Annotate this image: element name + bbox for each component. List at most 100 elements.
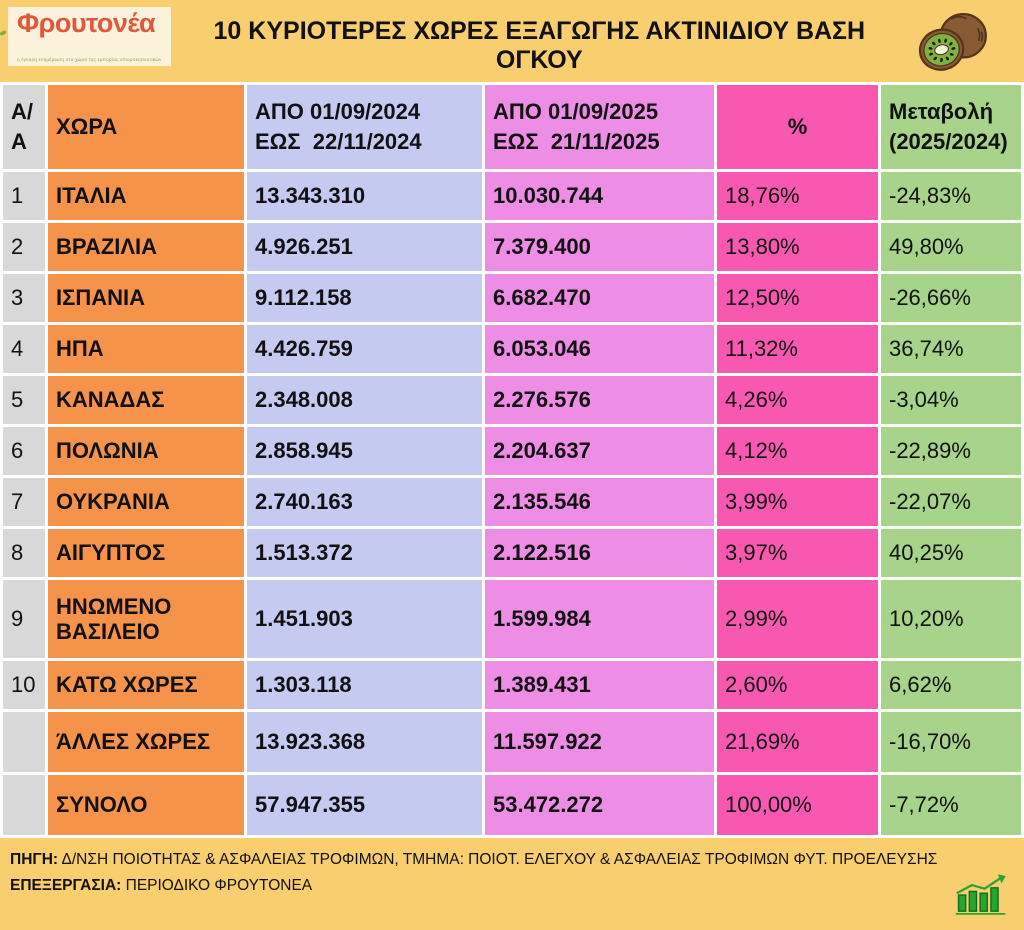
- share-cell: 18,76%: [717, 172, 878, 220]
- volume-2024-cell: 1.513.372: [247, 529, 482, 577]
- change-cell: -24,83%: [881, 172, 1021, 220]
- country-cell: ΙΣΠΑΝΙΑ: [48, 274, 244, 322]
- table-row-other-countries: ΆΛΛΕΣ ΧΩΡΕΣ 13.923.368 11.597.922 21,69%…: [3, 712, 1021, 772]
- row-index: 5: [3, 376, 45, 424]
- country-cell: ΑΙΓΥΠΤΟΣ: [48, 529, 244, 577]
- country-cell: ΣΥΝΟΛΟ: [48, 775, 244, 835]
- row-index: 10: [3, 661, 45, 709]
- row-index: 7: [3, 478, 45, 526]
- share-cell: 2,99%: [717, 580, 878, 658]
- col-header-percent: %: [717, 85, 878, 169]
- source-label: ΠΗΓΗ:: [10, 851, 59, 868]
- volume-2024-cell: 13.923.368: [247, 712, 482, 772]
- col-header-change: Μεταβολή (2025/2024): [881, 85, 1021, 169]
- source-line: ΠΗΓΗ: Δ/ΝΣΗ ΠΟΙΟΤΗΤΑΣ & ΑΣΦΑΛΕΙΑΣ ΤΡΟΦΙΜ…: [10, 847, 1012, 873]
- volume-2025-cell: 2.204.637: [485, 427, 714, 475]
- volume-2025-cell: 2.276.576: [485, 376, 714, 424]
- volume-2024-cell: 2.348.008: [247, 376, 482, 424]
- volume-2025-cell: 1.599.984: [485, 580, 714, 658]
- change-cell: -22,89%: [881, 427, 1021, 475]
- row-index: 6: [3, 427, 45, 475]
- row-index: 8: [3, 529, 45, 577]
- change-cell: -26,66%: [881, 274, 1021, 322]
- volume-2025-cell: 11.597.922: [485, 712, 714, 772]
- kiwi-fruit-icon: [918, 12, 987, 71]
- row-index: 3: [3, 274, 45, 322]
- change-cell: 36,74%: [881, 325, 1021, 373]
- page-title: 10 ΚΥΡΙΟΤΕΡΕΣ ΧΩΡΕΣ ΕΞΑΓΩΓΗΣ ΑΚΤΙΝΙΔΙΟΥ …: [213, 17, 866, 74]
- share-cell: 3,99%: [717, 478, 878, 526]
- country-cell: ΗΠΑ: [48, 325, 244, 373]
- logo-leaf-icon: [0, 29, 8, 37]
- share-cell: 4,26%: [717, 376, 878, 424]
- volume-2024-cell: 57.947.355: [247, 775, 482, 835]
- volume-2024-cell: 2.740.163: [247, 478, 482, 526]
- share-cell: 12,50%: [717, 274, 878, 322]
- country-cell: ΆΛΛΕΣ ΧΩΡΕΣ: [48, 712, 244, 772]
- change-cell: -3,04%: [881, 376, 1021, 424]
- row-index: 1: [3, 172, 45, 220]
- volume-2024-cell: 9.112.158: [247, 274, 482, 322]
- table-row: 7 ΟΥΚΡΑΝΙΑ 2.740.163 2.135.546 3,99% -22…: [3, 478, 1021, 526]
- country-cell: ΚΑΤΩ ΧΩΡΕΣ: [48, 661, 244, 709]
- share-cell: 100,00%: [717, 775, 878, 835]
- change-cell: 49,80%: [881, 223, 1021, 271]
- col-header-country: ΧΩΡΑ: [48, 85, 244, 169]
- row-index: [3, 775, 45, 835]
- period-2024-line1: ΑΠΟ 01/09/2024: [255, 99, 421, 125]
- volume-2024-cell: 1.451.903: [247, 580, 482, 658]
- share-cell: 4,12%: [717, 427, 878, 475]
- table-row: 9 ΗΝΩΜΕΝΟ ΒΑΣΙΛΕΙΟ 1.451.903 1.599.984 2…: [3, 580, 1021, 658]
- volume-2025-cell: 6.682.470: [485, 274, 714, 322]
- table-row: 5 ΚΑΝΑΔΑΣ 2.348.008 2.276.576 4,26% -3,0…: [3, 376, 1021, 424]
- volume-2024-cell: 4.426.759: [247, 325, 482, 373]
- change-cell: -7,72%: [881, 775, 1021, 835]
- volume-2025-cell: 10.030.744: [485, 172, 714, 220]
- source-text: Δ/ΝΣΗ ΠΟΙΟΤΗΤΑΣ & ΑΣΦΑΛΕΙΑΣ ΤΡΟΦΙΜΩΝ, ΤΜ…: [58, 851, 938, 868]
- country-cell: ΠΟΛΩΝΙΑ: [48, 427, 244, 475]
- froutonea-logo: Φρουτονέα η έγκυρη ενημέρωση στο χώρο τη…: [0, 7, 171, 66]
- volume-2024-cell: 1.303.118: [247, 661, 482, 709]
- volume-2025-cell: 2.135.546: [485, 478, 714, 526]
- volume-2024-cell: 2.858.945: [247, 427, 482, 475]
- editing-line: ΕΠΕΞΕΡΓΑΣΙΑ: ΠΕΡΙΟΔΙΚΟ ΦΡΟΥΤΟΝΕΑ: [10, 873, 1012, 899]
- change-cell: -22,07%: [881, 478, 1021, 526]
- editing-label: ΕΠΕΞΕΡΓΑΣΙΑ:: [10, 877, 122, 895]
- period-2025-line2: ΕΩΣ 21/11/2025: [493, 129, 660, 154]
- period-2025-line1: ΑΠΟ 01/09/2025: [493, 99, 659, 125]
- col-header-index: Α/Α: [3, 85, 45, 169]
- table-row: 4 ΗΠΑ 4.426.759 6.053.046 11,32% 36,74%: [3, 325, 1021, 373]
- logo-tagline: η έγκυρη ενημέρωση στο χώρο της εμπορίας…: [17, 57, 162, 62]
- table-row: 3 ΙΣΠΑΝΙΑ 9.112.158 6.682.470 12,50% -26…: [3, 274, 1021, 322]
- volume-2025-cell: 2.122.516: [485, 529, 714, 577]
- change-header-line2: (2025/2024): [889, 129, 1008, 154]
- change-cell: 6,62%: [881, 661, 1021, 709]
- kiwi-export-table: Α/Α ΧΩΡΑ ΑΠΟ 01/09/2024 ΕΩΣ 22/11/2024 ΑΠ…: [0, 82, 1024, 838]
- logo-wordmark: Φρουτονέα: [17, 8, 156, 38]
- change-cell: -16,70%: [881, 712, 1021, 772]
- table-row: 10 ΚΑΤΩ ΧΩΡΕΣ 1.303.118 1.389.431 2,60% …: [3, 661, 1021, 709]
- volume-2025-cell: 7.379.400: [485, 223, 714, 271]
- editing-text: ΠΕΡΙΟΔΙΚΟ ΦΡΟΥΤΟΝΕΑ: [121, 877, 313, 895]
- col-header-period-2025: ΑΠΟ 01/09/2025 ΕΩΣ 21/11/2025: [485, 85, 714, 169]
- volume-2025-cell: 6.053.046: [485, 325, 714, 373]
- country-cell: ΟΥΚΡΑΝΙΑ: [48, 478, 244, 526]
- row-index: 2: [3, 223, 45, 271]
- growth-chart-icon: [955, 874, 1006, 915]
- page-header: Φρουτονέα η έγκυρη ενημέρωση στο χώρο τη…: [0, 0, 1024, 82]
- share-cell: 21,69%: [717, 712, 878, 772]
- country-cell: ΙΤΑΛΙΑ: [48, 172, 244, 220]
- volume-2025-cell: 1.389.431: [485, 661, 714, 709]
- share-cell: 2,60%: [717, 661, 878, 709]
- country-cell: ΒΡΑΖΙΛΙΑ: [48, 223, 244, 271]
- volume-2025-cell: 53.472.272: [485, 775, 714, 835]
- share-cell: 3,97%: [717, 529, 878, 577]
- table-row: 8 ΑΙΓΥΠΤΟΣ 1.513.372 2.122.516 3,97% 40,…: [3, 529, 1021, 577]
- row-index: 9: [3, 580, 45, 658]
- row-index: 4: [3, 325, 45, 373]
- volume-2024-cell: 13.343.310: [247, 172, 482, 220]
- row-index: [3, 712, 45, 772]
- col-header-period-2024: ΑΠΟ 01/09/2024 ΕΩΣ 22/11/2024: [247, 85, 482, 169]
- table-row-total: ΣΥΝΟΛΟ 57.947.355 53.472.272 100,00% -7,…: [3, 775, 1021, 835]
- table-row: 6 ΠΟΛΩΝΙΑ 2.858.945 2.204.637 4,12% -22,…: [3, 427, 1021, 475]
